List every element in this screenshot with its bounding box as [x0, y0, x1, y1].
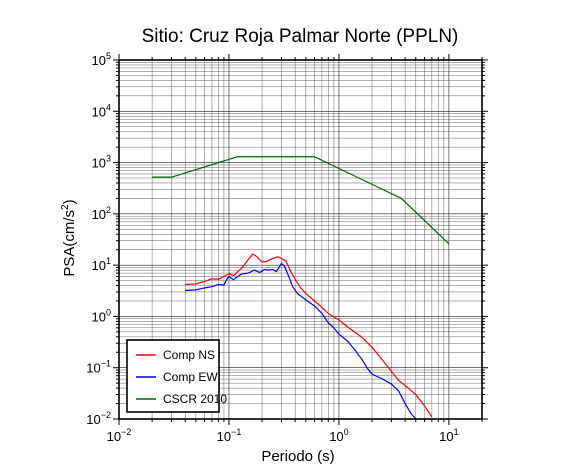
legend-label: CSCR 2010	[163, 392, 227, 406]
series-layer	[152, 156, 450, 420]
y-axis-label-superscript: 2	[60, 204, 71, 210]
y-tick-label: 103	[92, 154, 111, 171]
y-tick-label: 101	[92, 256, 111, 273]
series-line-cscr-2010	[152, 156, 450, 245]
x-tick-label: 100	[329, 427, 348, 444]
legend-label: Comp EW	[163, 370, 218, 384]
grid-lines	[118, 59, 483, 420]
chart-title: Sitio: Cruz Roja Palmar Norte (PPLN)	[142, 26, 459, 47]
x-tick-labels: 10−2 10−1 100 101	[107, 427, 459, 444]
x-tick-label: 10−2	[107, 427, 132, 444]
y-axis-label-end: )	[61, 199, 78, 204]
y-tick-label: 102	[92, 205, 111, 222]
y-tick-label: 100	[92, 307, 111, 324]
y-tick-label: 105	[92, 51, 111, 68]
series-line-comp-ew	[185, 262, 417, 420]
x-tick-label: 10−1	[217, 427, 242, 444]
y-tick-labels: 10−2 10−1 100 101 102 103 104 105	[86, 51, 111, 427]
plot-frame	[118, 59, 483, 420]
y-tick-label: 10−2	[86, 410, 111, 427]
legend-label: Comp NS	[163, 348, 215, 362]
y-tick-label: 104	[92, 102, 111, 119]
y-axis-label-base: PSA(cm/s	[61, 210, 78, 277]
legend-box	[126, 339, 220, 413]
axis-ticks	[113, 54, 488, 425]
x-tick-label: 101	[439, 427, 458, 444]
y-tick-label: 10−1	[86, 359, 111, 376]
x-axis-label: Periodo (s)	[261, 448, 334, 465]
series-line-comp-ns	[185, 253, 433, 418]
legend: Comp NS Comp EW CSCR 2010	[126, 339, 227, 413]
y-axis-label: PSA(cm/s2)	[60, 199, 78, 276]
